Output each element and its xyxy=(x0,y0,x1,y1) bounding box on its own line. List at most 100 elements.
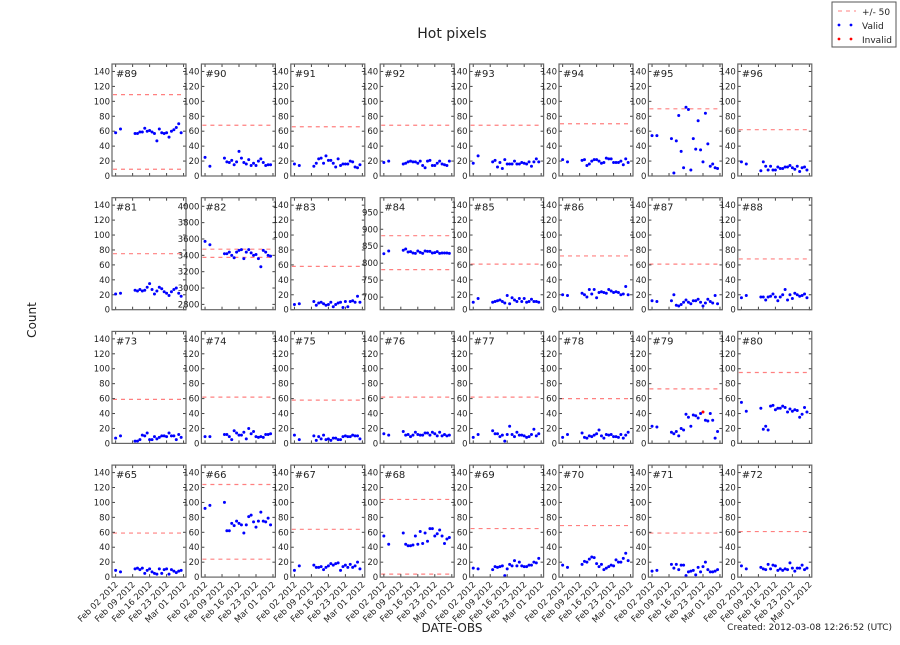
y-tick-label: 40 xyxy=(189,543,200,553)
valid-point xyxy=(269,163,273,167)
y-tick-label: 80 xyxy=(546,246,557,256)
valid-point xyxy=(167,572,171,576)
y-tick-label: 40 xyxy=(636,410,647,420)
valid-point xyxy=(508,424,512,428)
y-tick-label: 140 xyxy=(541,67,557,77)
valid-point xyxy=(435,250,439,254)
valid-point xyxy=(235,519,239,523)
valid-point xyxy=(609,432,613,436)
valid-point xyxy=(534,434,538,438)
valid-point xyxy=(249,432,253,436)
y-tick-label: 0 xyxy=(462,439,467,449)
valid-point xyxy=(788,561,792,565)
valid-point xyxy=(140,433,144,437)
valid-point xyxy=(607,288,611,292)
y-tick-label: 60 xyxy=(725,261,736,271)
valid-point xyxy=(152,131,156,135)
valid-point xyxy=(532,299,536,303)
valid-point xyxy=(684,412,688,416)
subplot-label: #88 xyxy=(742,203,763,214)
valid-point xyxy=(428,158,432,162)
subplot-label: #67 xyxy=(295,470,316,481)
valid-point xyxy=(508,302,512,306)
subplot-frame xyxy=(558,464,634,578)
y-tick-label: 3000 xyxy=(178,284,200,294)
valid-point xyxy=(713,294,717,298)
y-tick-label: 60 xyxy=(278,261,289,271)
valid-point xyxy=(358,300,362,304)
valid-point xyxy=(297,302,301,306)
valid-point xyxy=(520,433,524,437)
valid-point xyxy=(587,162,591,166)
valid-point xyxy=(162,434,166,438)
valid-point xyxy=(179,294,183,298)
valid-point xyxy=(259,510,263,514)
valid-point xyxy=(517,162,521,166)
valid-point xyxy=(626,161,630,165)
valid-point xyxy=(118,127,122,131)
subplot-84: 700 750 800 850 900 950 #84 xyxy=(362,197,455,311)
valid-point xyxy=(428,433,432,437)
y-tick-label: 20 xyxy=(457,558,468,568)
subplot-90: 0 20 40 60 80 100 120 140 #90 xyxy=(183,63,276,182)
valid-point xyxy=(599,562,603,566)
valid-point xyxy=(259,435,263,439)
y-tick-label: 20 xyxy=(725,157,736,167)
valid-point xyxy=(505,162,509,166)
valid-point xyxy=(674,139,678,143)
legend-valid-swatch xyxy=(837,23,841,27)
y-tick-label: 0 xyxy=(283,306,288,316)
valid-point xyxy=(256,257,260,261)
valid-point xyxy=(609,563,613,567)
valid-point xyxy=(682,300,686,304)
subplot-grid: 0 20 40 60 80 100 120 140 #89 0 20 40 60 80 100 120 140 #… xyxy=(76,63,814,625)
valid-point xyxy=(781,167,785,171)
y-tick-label: 80 xyxy=(457,513,468,523)
valid-point xyxy=(498,298,502,302)
valid-point xyxy=(261,435,265,439)
valid-point xyxy=(336,561,340,565)
valid-point xyxy=(595,158,599,162)
y-tick-label: 40 xyxy=(636,142,647,152)
valid-point xyxy=(353,165,357,169)
valid-point xyxy=(428,527,432,531)
subplot-88: 0 20 40 60 80 100 120 140 #88 xyxy=(720,197,813,316)
y-tick-label: 0 xyxy=(730,573,735,583)
valid-point xyxy=(512,159,516,163)
valid-point xyxy=(179,131,183,135)
subplot-frame xyxy=(290,330,366,444)
valid-point xyxy=(713,436,717,440)
y-tick-label: 20 xyxy=(636,157,647,167)
valid-point xyxy=(423,531,427,535)
valid-point xyxy=(447,159,451,163)
valid-point xyxy=(496,432,500,436)
valid-point xyxy=(118,570,122,574)
valid-point xyxy=(793,291,797,295)
valid-point xyxy=(174,438,178,442)
valid-point xyxy=(174,286,178,290)
valid-point xyxy=(614,435,618,439)
valid-point xyxy=(264,250,268,254)
valid-point xyxy=(800,412,804,416)
y-tick-label: 60 xyxy=(457,395,468,405)
valid-point xyxy=(744,294,748,298)
valid-point xyxy=(133,439,137,443)
y-tick-label: 100 xyxy=(273,498,289,508)
valid-point xyxy=(686,570,690,574)
valid-point xyxy=(471,300,475,304)
valid-point xyxy=(783,406,787,410)
subplot-label: #75 xyxy=(295,336,316,347)
y-tick-label: 20 xyxy=(99,157,110,167)
y-tick-label: 80 xyxy=(99,380,110,390)
valid-point xyxy=(266,432,270,436)
valid-point xyxy=(500,564,504,568)
valid-point xyxy=(165,567,169,571)
valid-point xyxy=(225,252,229,256)
valid-point xyxy=(172,128,176,132)
valid-point xyxy=(235,431,239,435)
valid-point xyxy=(498,435,502,439)
valid-point xyxy=(145,285,149,289)
valid-point xyxy=(805,566,809,570)
valid-point xyxy=(624,433,628,437)
